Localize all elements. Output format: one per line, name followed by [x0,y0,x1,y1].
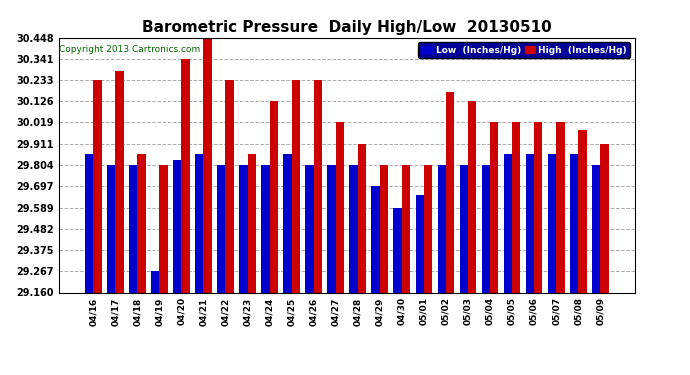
Bar [270,101,278,292]
Bar [305,165,314,292]
Bar [534,122,542,292]
Bar [226,80,234,292]
Bar [159,165,168,292]
Bar [204,38,212,292]
Text: Copyright 2013 Cartronics.com: Copyright 2013 Cartronics.com [59,45,201,54]
Bar [424,165,432,292]
Bar [151,272,159,292]
Bar [415,195,424,292]
Bar [195,154,204,292]
Legend: Low  (Inches/Hg), High  (Inches/Hg): Low (Inches/Hg), High (Inches/Hg) [419,42,630,58]
Bar [446,92,454,292]
Bar [512,122,520,292]
Bar [115,71,124,292]
Bar [556,122,564,292]
Bar [468,101,476,292]
Bar [283,154,292,292]
Bar [526,154,534,292]
Bar [380,165,388,292]
Bar [327,165,336,292]
Bar [107,165,115,292]
Bar [217,165,226,292]
Bar [349,165,357,292]
Bar [137,154,146,292]
Bar [357,144,366,292]
Bar [548,154,556,292]
Bar [570,154,578,292]
Bar [504,154,512,292]
Bar [393,208,402,292]
Bar [181,58,190,292]
Bar [262,165,270,292]
Bar [239,165,248,292]
Bar [93,80,101,292]
Bar [600,144,609,292]
Bar [482,165,490,292]
Bar [437,165,446,292]
Bar [248,154,256,292]
Title: Barometric Pressure  Daily High/Low  20130510: Barometric Pressure Daily High/Low 20130… [142,20,551,35]
Bar [314,80,322,292]
Bar [336,122,344,292]
Bar [129,165,137,292]
Bar [578,130,586,292]
Bar [371,186,380,292]
Bar [490,122,498,292]
Bar [292,80,300,292]
Bar [460,165,468,292]
Bar [173,160,181,292]
Bar [85,154,93,292]
Bar [592,165,600,292]
Bar [402,165,411,292]
